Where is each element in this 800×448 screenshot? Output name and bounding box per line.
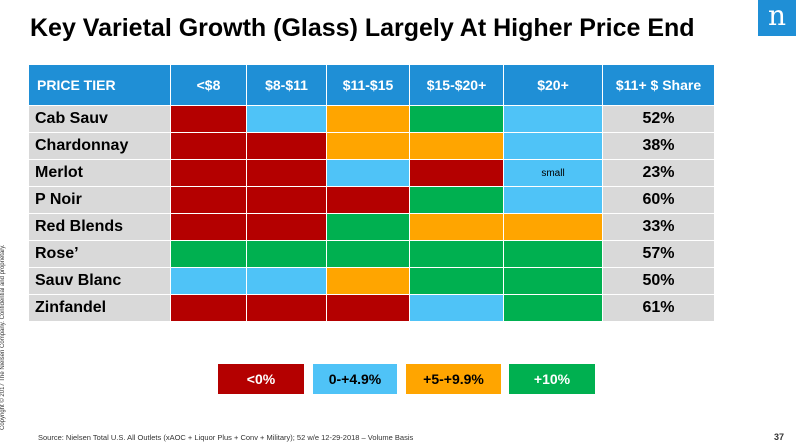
share-value: 52% (602, 105, 715, 133)
growth-cell (246, 159, 327, 187)
legend-item: 0-+4.9% (313, 364, 397, 394)
growth-cell (326, 186, 410, 214)
growth-cell (326, 213, 410, 241)
growth-cell (409, 186, 504, 214)
source-note: Source: Nielsen Total U.S. All Outlets (… (38, 433, 414, 442)
growth-cell (503, 132, 603, 160)
column-header: $15-$20+ (409, 64, 504, 106)
table-header-row: PRICE TIER <$8 $8-$11 $11-$15 $15-$20+ $20+ $1… (28, 64, 715, 106)
growth-cell (326, 240, 410, 268)
growth-cell (326, 159, 410, 187)
growth-cell (246, 267, 327, 295)
growth-cell (170, 267, 247, 295)
growth-cell (326, 267, 410, 295)
table-row: Chardonnay 38% (28, 132, 715, 160)
share-value: 33% (602, 213, 715, 241)
growth-cell (503, 294, 603, 322)
growth-cell (170, 240, 247, 268)
growth-cell (170, 294, 247, 322)
varietal-label: Sauv Blanc (28, 267, 171, 295)
growth-cell (170, 132, 247, 160)
growth-cell (409, 294, 504, 322)
column-header: $11+ $ Share (602, 64, 715, 106)
varietal-label: Red Blends (28, 213, 171, 241)
growth-cell (409, 105, 504, 133)
page-number: 37 (774, 432, 785, 442)
legend-item: <0% (218, 364, 304, 394)
growth-cell (409, 213, 504, 241)
growth-cell (503, 213, 603, 241)
growth-cell (409, 132, 504, 160)
copyright-notice: Copyright © 2017 The Nielsen Company. Co… (0, 244, 6, 430)
legend-item: +10% (509, 364, 595, 394)
growth-cell (409, 267, 504, 295)
share-value: 38% (602, 132, 715, 160)
growth-cell: small (503, 159, 603, 187)
legend-item: +5-+9.9% (406, 364, 501, 394)
varietal-label: P Noir (28, 186, 171, 214)
growth-cell (246, 240, 327, 268)
varietal-label: Cab Sauv (28, 105, 171, 133)
varietal-label: Chardonnay (28, 132, 171, 160)
growth-cell (246, 105, 327, 133)
varietal-label: Rose’ (28, 240, 171, 268)
growth-cell (326, 294, 410, 322)
column-header: PRICE TIER (28, 64, 171, 106)
column-header: $8-$11 (246, 64, 327, 106)
table-row: Red Blends 33% (28, 213, 715, 241)
growth-cell (503, 267, 603, 295)
varietal-label: Zinfandel (28, 294, 171, 322)
table-row: Merlot small 23% (28, 159, 715, 187)
share-value: 60% (602, 186, 715, 214)
growth-cell (170, 186, 247, 214)
growth-cell (326, 105, 410, 133)
growth-cell (246, 186, 327, 214)
nielsen-logo-icon: n (758, 0, 796, 36)
share-value: 61% (602, 294, 715, 322)
growth-cell (409, 159, 504, 187)
varietal-growth-table: PRICE TIER <$8 $8-$11 $11-$15 $15-$20+ $20+ $1… (28, 64, 715, 322)
growth-cell (503, 186, 603, 214)
growth-cell (246, 213, 327, 241)
table-row: Sauv Blanc 50% (28, 267, 715, 295)
growth-cell (170, 105, 247, 133)
column-header: <$8 (170, 64, 247, 106)
table-row: Rose’ 57% (28, 240, 715, 268)
share-value: 57% (602, 240, 715, 268)
varietal-label: Merlot (28, 159, 171, 187)
page-title: Key Varietal Growth (Glass) Largely At H… (30, 14, 695, 42)
growth-cell (246, 132, 327, 160)
share-value: 50% (602, 267, 715, 295)
table-row: Cab Sauv 52% (28, 105, 715, 133)
table-row: P Noir 60% (28, 186, 715, 214)
share-value: 23% (602, 159, 715, 187)
growth-cell (170, 213, 247, 241)
growth-cell (246, 294, 327, 322)
growth-cell (409, 240, 504, 268)
table-row: Zinfandel 61% (28, 294, 715, 322)
column-header: $11-$15 (326, 64, 410, 106)
growth-cell (503, 240, 603, 268)
growth-cell (503, 105, 603, 133)
growth-cell (326, 132, 410, 160)
column-header: $20+ (503, 64, 603, 106)
growth-cell (170, 159, 247, 187)
